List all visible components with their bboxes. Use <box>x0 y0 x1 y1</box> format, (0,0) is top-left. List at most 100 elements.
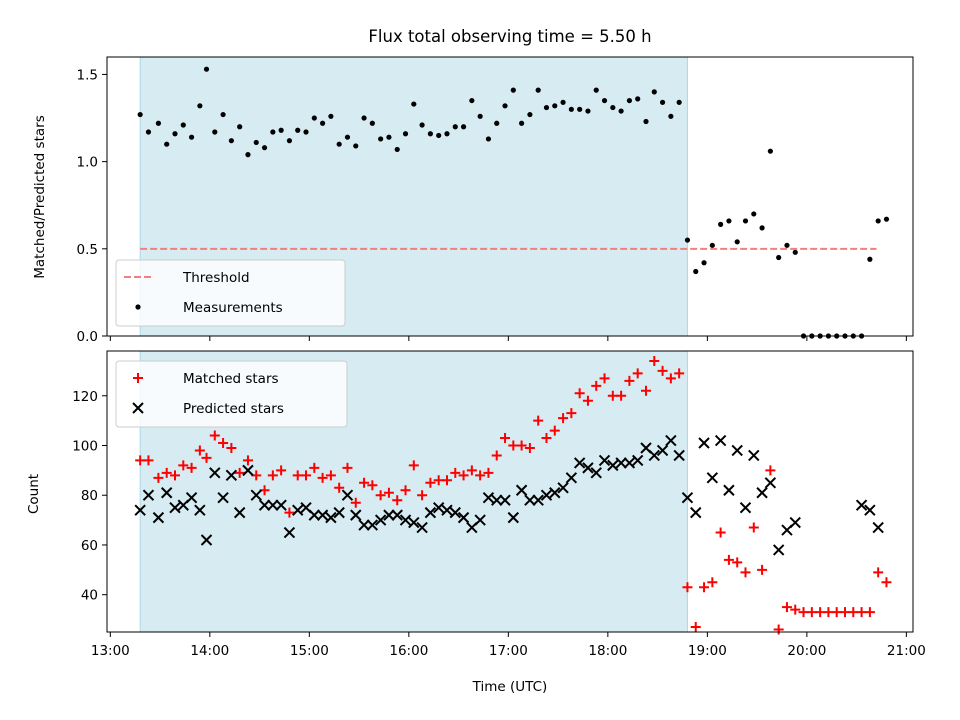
x-tick-label: 13:00 <box>91 643 130 659</box>
measurement-point <box>336 141 342 147</box>
predicted-star-point <box>185 492 198 504</box>
matched-star-point <box>549 425 560 436</box>
matched-star-point <box>441 475 452 486</box>
measurement-point <box>369 120 375 126</box>
matched-star-point <box>466 465 477 476</box>
matched-star-point <box>161 467 172 478</box>
x-tick-label: 17:00 <box>489 643 528 659</box>
top-legend: Threshold Measurements <box>115 259 346 327</box>
predicted-star-point <box>648 449 660 462</box>
measurement-point <box>585 108 591 114</box>
measurement-point <box>651 89 657 95</box>
predicted-star-point <box>209 467 221 479</box>
measurement-point <box>742 218 749 224</box>
measurement-point <box>319 120 326 126</box>
predicted-star-point <box>714 434 727 447</box>
predicted-star-point <box>665 434 677 447</box>
measurement-point <box>510 87 516 93</box>
matched-star-point <box>226 442 237 453</box>
measurement-point <box>494 120 500 126</box>
matched-star-point <box>284 507 295 518</box>
predicted-star-point <box>134 504 146 516</box>
predicted-star-point <box>739 501 752 514</box>
measurement-point <box>245 152 251 158</box>
predicted-star-point <box>656 444 669 457</box>
matched-star-point <box>674 368 685 379</box>
axes-border <box>106 350 914 633</box>
predicted-star-point <box>250 489 262 501</box>
measurement-point <box>212 129 218 135</box>
measurement-point <box>419 122 425 128</box>
measurement-point <box>676 99 682 105</box>
predicted-star-point <box>681 492 694 504</box>
measurement-point <box>155 120 162 126</box>
predicted-star-point <box>283 526 296 539</box>
x-tick-label: 19:00 <box>688 643 727 659</box>
y-tick-label: 0.5 <box>77 242 98 258</box>
measurement-point <box>618 108 624 114</box>
predicted-star-point <box>615 457 627 469</box>
measurement-point <box>164 141 170 147</box>
bottom-y-ticks: 40 60 80 100 120 <box>72 389 107 604</box>
matched-star-point <box>591 380 602 391</box>
predicted-star-point <box>408 516 420 529</box>
matched-star-point <box>624 375 635 386</box>
measurement-point <box>386 134 392 140</box>
predicted-star-point <box>217 492 229 504</box>
measurement-point <box>270 129 276 135</box>
measurement-point <box>668 113 674 119</box>
matched-star-point <box>367 480 378 491</box>
measurement-point <box>635 96 641 102</box>
predicted-star-point <box>515 484 528 496</box>
predicted-star-point <box>723 484 735 496</box>
bottom-y-axis-label: Count <box>26 474 42 514</box>
measurement-point <box>286 138 293 144</box>
measurement-point <box>485 136 492 142</box>
matched-star-point <box>218 438 229 449</box>
measurement-point <box>237 124 243 130</box>
predicted-star-point <box>441 504 453 516</box>
matched-star-point <box>873 567 884 578</box>
predicted-star-point <box>233 506 246 519</box>
y-tick-label: 120 <box>72 389 98 405</box>
predicted-star-point <box>507 511 520 524</box>
measurement-point <box>883 216 890 222</box>
predicted-star-point <box>698 437 710 449</box>
predicted-star-point <box>872 521 884 534</box>
series-predicted-stars <box>134 434 884 556</box>
predicted-star-point <box>350 509 362 521</box>
predicted-star-point <box>194 504 206 516</box>
x-tick-label: 20:00 <box>787 643 826 659</box>
measurement-point <box>701 260 707 266</box>
predicted-star-point <box>399 514 412 526</box>
matched-star-point <box>209 430 220 441</box>
y-tick-label: 1.5 <box>77 67 98 83</box>
matched-star-point <box>425 477 436 488</box>
matched-star-point <box>267 470 278 481</box>
matched-star-point <box>748 522 759 533</box>
matched-star-point <box>458 470 469 481</box>
y-tick-label: 1.0 <box>77 155 98 171</box>
measurement-point <box>751 211 757 217</box>
measurement-point <box>328 113 334 119</box>
matched-star-point <box>533 415 544 426</box>
measurement-point <box>295 127 301 133</box>
matched-star-point <box>732 557 743 568</box>
predicted-star-point <box>374 514 387 526</box>
matched-star-point <box>483 467 494 478</box>
measurement-point <box>469 97 475 104</box>
measurement-point <box>137 111 143 118</box>
matched-star-point <box>143 455 154 466</box>
legend-box <box>115 360 348 428</box>
predicted-star-point <box>267 499 279 511</box>
top-axes: 0.0 0.5 1.0 1.5 Matched/Predicted stars Thr… <box>32 56 914 345</box>
matched-star-point <box>690 622 701 633</box>
measurement-point <box>776 254 782 261</box>
measurement-point <box>693 268 699 275</box>
predicted-star-point <box>152 511 165 524</box>
legend-box <box>115 259 346 327</box>
measurement-point <box>220 111 226 118</box>
predicted-star-point <box>333 506 345 519</box>
predicted-star-point <box>169 501 181 514</box>
matched-star-point <box>582 395 593 406</box>
